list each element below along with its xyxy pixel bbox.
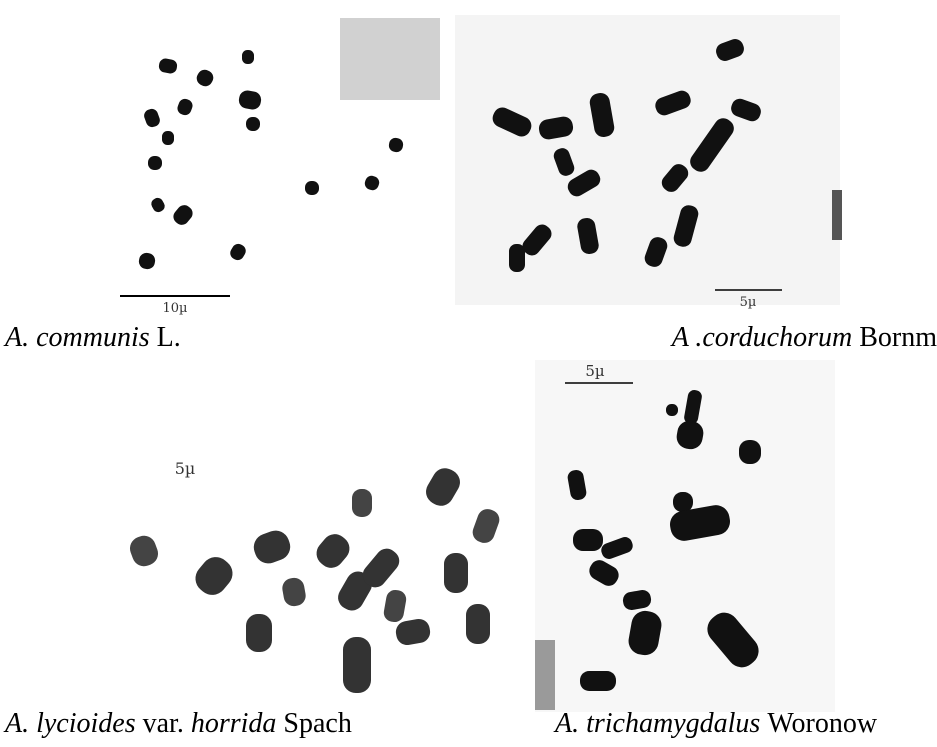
caption-part: A. lycioides: [5, 708, 136, 739]
chromosome: [170, 202, 195, 228]
chromosome: [242, 50, 254, 64]
chromosome: [739, 440, 761, 464]
chromosome: [176, 97, 195, 117]
chromosome: [363, 174, 381, 192]
scale-label: 10µ: [163, 301, 188, 316]
chromosome: [573, 529, 603, 551]
caption-part: Bornm: [859, 322, 937, 353]
chromosome: [444, 553, 468, 593]
figure: 10µ 5µ 5µ 5µ A. communisL. A .corduchoru…: [0, 0, 937, 747]
chromosome: [580, 671, 616, 691]
chromosome: [127, 532, 162, 569]
chromosome: [388, 137, 404, 153]
chromosome: [673, 492, 693, 512]
nucleus-blur: [340, 18, 440, 100]
caption-part: Spach: [283, 708, 351, 739]
chromosome: [421, 464, 464, 511]
caption-part: A. trichamygdalus: [555, 708, 760, 739]
debris: [832, 190, 842, 240]
chromosome: [194, 67, 216, 89]
chromosome: [382, 589, 407, 624]
caption-part: Woronow: [767, 708, 877, 739]
chromosome: [246, 117, 260, 131]
chromosome: [466, 604, 490, 644]
chromosome: [148, 156, 162, 170]
chromosome: [509, 244, 525, 272]
chromosome: [138, 252, 157, 271]
chromosome: [158, 58, 178, 75]
caption-part: A. communis: [5, 322, 150, 353]
caption-part: horrida: [191, 708, 277, 739]
micrographs: 10µ 5µ 5µ 5µ: [0, 0, 937, 747]
chromosome: [311, 529, 354, 573]
chromosome: [343, 637, 371, 693]
chromosome: [142, 107, 161, 129]
caption-part: var.: [143, 708, 184, 739]
debris: [535, 640, 555, 710]
scale-label: 5µ: [585, 362, 605, 380]
scale-label: 5µ: [740, 295, 757, 310]
chromosome: [246, 614, 272, 652]
chromosome: [149, 196, 166, 214]
caption-part: L.: [157, 322, 181, 353]
chromosome: [162, 131, 174, 145]
chromosome: [228, 242, 248, 263]
chromosome: [666, 404, 678, 416]
chromosome: [394, 617, 432, 647]
chromosome: [352, 489, 372, 517]
caption-part: A .corduchorum: [672, 322, 852, 353]
chromosome: [190, 551, 239, 601]
chromosome: [250, 527, 294, 568]
scale-label: 5µ: [175, 459, 196, 478]
chromosome: [281, 576, 308, 607]
chromosome: [470, 506, 502, 545]
chromosome: [238, 89, 263, 111]
chromosome: [305, 181, 319, 195]
